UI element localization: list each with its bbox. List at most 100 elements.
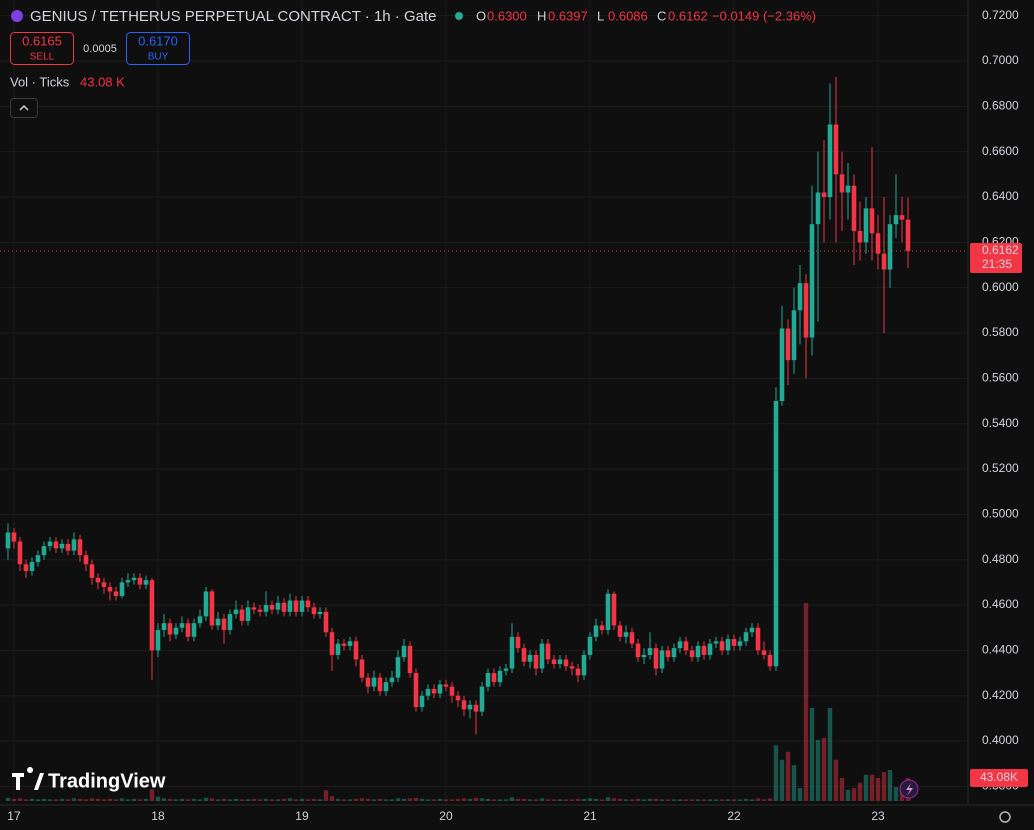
volume-bar — [749, 799, 755, 801]
candle-body — [95, 577, 101, 583]
volume-bar — [785, 751, 791, 801]
candle-body — [395, 657, 401, 678]
y-tick-label: 0.4200 — [982, 688, 1019, 702]
candle-body — [899, 215, 905, 220]
candle-body — [353, 641, 359, 660]
candle-body — [491, 673, 497, 683]
volume-bar — [821, 737, 827, 801]
volume-bar — [317, 799, 323, 801]
candle-body — [485, 673, 491, 687]
candle-body — [725, 639, 731, 651]
volume-bar — [677, 799, 683, 801]
legend-value: 0.6086 — [608, 8, 648, 23]
candle-body — [251, 607, 257, 610]
candle-body — [203, 591, 209, 617]
volume-bar — [185, 799, 191, 801]
candle-body — [905, 219, 911, 251]
candle-body — [623, 632, 629, 637]
candle-body — [809, 224, 815, 338]
volume-bar — [239, 799, 245, 801]
volume-bar — [641, 799, 647, 801]
volume-bar — [575, 798, 581, 801]
candle-body — [143, 580, 149, 585]
volume-bar — [371, 799, 377, 801]
candle-body — [227, 614, 233, 630]
candle-body — [305, 600, 311, 608]
candle-body — [119, 582, 125, 596]
candle-body — [821, 192, 827, 197]
candle-body — [815, 192, 821, 225]
legend-value: 0.6397 — [548, 8, 588, 23]
y-tick-label: 0.4400 — [982, 643, 1019, 657]
candle-body — [545, 643, 551, 660]
volume-bar — [329, 796, 335, 801]
sell-button[interactable] — [10, 32, 74, 65]
candle-body — [773, 401, 779, 667]
volume-bar — [587, 798, 593, 801]
volume-bar — [503, 799, 509, 801]
volume-bar — [425, 799, 431, 801]
candle-body — [233, 609, 239, 615]
volume-bar — [203, 797, 209, 801]
volume-bar — [629, 799, 635, 801]
volume-bar — [89, 798, 95, 801]
volume-bar — [755, 798, 761, 801]
candle-body — [59, 543, 65, 549]
volume-bar — [833, 759, 839, 801]
candle-body — [845, 185, 851, 193]
candle-body — [191, 623, 197, 637]
volume-bar — [593, 798, 599, 801]
candle-body — [863, 208, 869, 243]
candle-body — [779, 328, 785, 402]
volume-bar — [845, 789, 851, 801]
candle-body — [497, 670, 503, 683]
legend-label: O — [476, 8, 486, 23]
legend-value: 0.6162 — [668, 8, 708, 23]
volume-bar — [713, 799, 719, 801]
volume-bar — [293, 799, 299, 801]
volume-bar — [401, 798, 407, 801]
collapse-button[interactable] — [10, 98, 38, 118]
candle-body — [839, 174, 845, 193]
volume-layer — [5, 603, 911, 801]
candle-body — [461, 700, 467, 710]
volume-bar — [53, 799, 59, 801]
volume-bar — [257, 799, 263, 801]
legend-value: 0.6300 — [487, 8, 527, 23]
candle-body — [17, 541, 23, 565]
volume-bar — [803, 603, 809, 801]
candle-body — [557, 659, 563, 664]
volume-bar — [467, 798, 473, 801]
settings-button[interactable] — [999, 811, 1011, 823]
volume-bar — [47, 799, 53, 801]
candle-body — [53, 541, 59, 549]
volume-bar — [527, 799, 533, 801]
volume-bar — [659, 799, 665, 801]
candle-body — [827, 124, 833, 197]
candle-body — [713, 641, 719, 644]
volume-bar — [635, 798, 641, 801]
candle-body — [581, 654, 587, 676]
candle-body — [389, 677, 395, 683]
candle-body — [569, 666, 575, 669]
volume-bar — [215, 799, 221, 801]
volume-bar — [449, 799, 455, 801]
volume-bar — [881, 772, 887, 801]
volume-bar — [455, 798, 461, 801]
candle-body — [197, 616, 203, 624]
candle-body — [659, 650, 665, 669]
candle-body — [155, 629, 161, 651]
volume-bar — [77, 798, 83, 801]
candle-body — [83, 555, 89, 565]
candle-body — [65, 543, 71, 551]
candle-body — [887, 224, 893, 270]
volume-bar — [647, 798, 653, 801]
x-tick-label: 23 — [871, 809, 885, 823]
volume-bar — [287, 798, 293, 801]
volume-bar — [461, 798, 467, 801]
candle-body — [791, 310, 797, 361]
candle-body — [29, 561, 35, 572]
buy-button[interactable] — [126, 32, 190, 65]
